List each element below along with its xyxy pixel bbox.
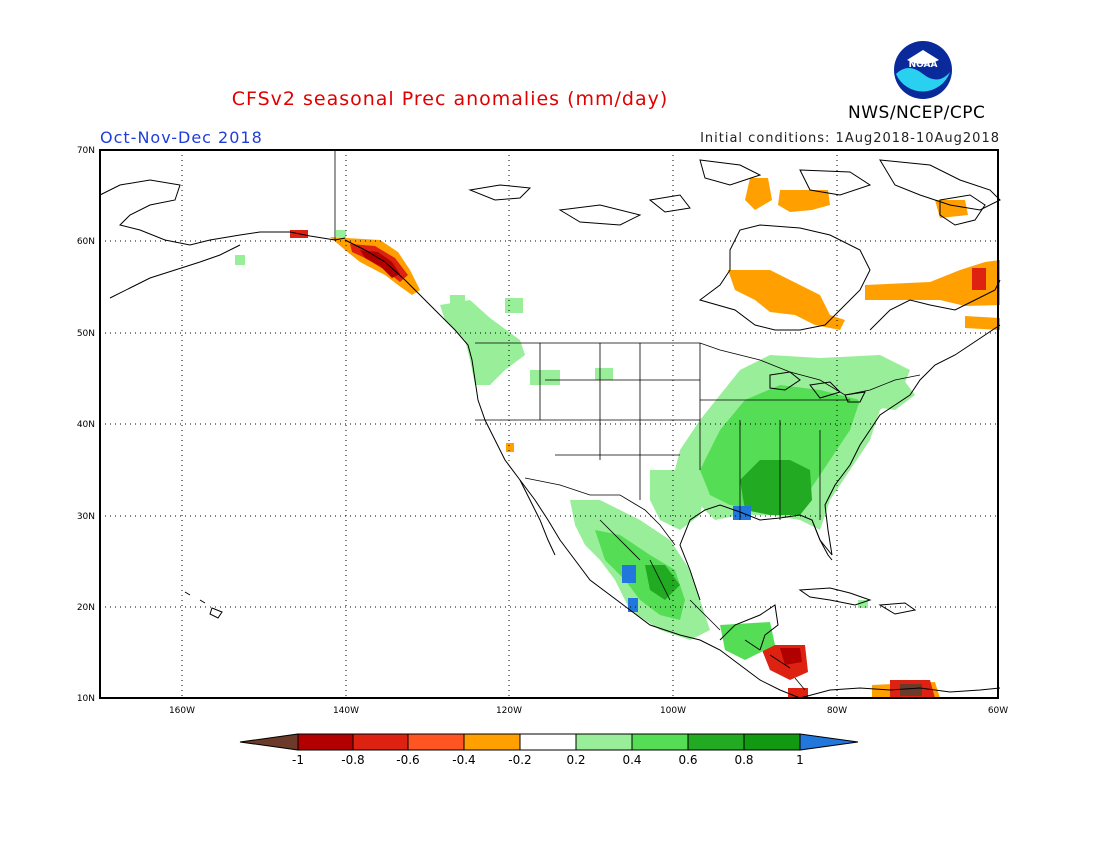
colorbar-bin <box>519 733 577 751</box>
lat-tick-label: 60N <box>77 237 95 247</box>
colorbar-label: 1 <box>796 753 804 767</box>
negative-patch-west <box>506 443 514 452</box>
cuba <box>798 587 872 606</box>
lat-tick-labels: 70N 60N 50N 40N 30N 20N 10N <box>77 146 95 704</box>
colorbar-bin <box>352 733 409 751</box>
colorbar-label: -1 <box>292 753 304 767</box>
season-label: Oct-Nov-Dec 2018 <box>100 128 263 147</box>
labrador-coast <box>869 279 1001 331</box>
negative-patch-honduras-dark <box>780 648 802 665</box>
atlantic-coast <box>824 324 1001 556</box>
yucatan-coast <box>719 604 779 651</box>
positive-patch-yukon <box>450 295 465 305</box>
hawaii <box>184 591 223 619</box>
lon-tick-label: 80W <box>827 706 847 716</box>
map-title-text: CFSv2 seasonal Prec anomalies (mm/day) <box>231 88 669 110</box>
pacific-coast <box>344 239 801 699</box>
colorbar-label: 0.4 <box>622 753 641 767</box>
canada-us-border <box>475 342 921 396</box>
coastlines <box>99 159 1001 699</box>
noaa-logo-icon: NOAA <box>894 41 952 99</box>
lon-tick-label: 60W <box>988 706 1008 716</box>
south-america-coast <box>799 687 1001 699</box>
negative-patch-venezuela-brown <box>900 684 922 696</box>
negative-patch-alaska-dark <box>360 250 400 278</box>
colorbar-label: -0.6 <box>396 753 419 767</box>
arctic-islands <box>468 159 1001 226</box>
positive-patch-yucatan <box>720 622 775 660</box>
lon-tick-labels: 160W 140W 120W 100W 80W 60W <box>169 706 1008 716</box>
colorbar-label: -0.8 <box>341 753 364 767</box>
lon-tick-label: 100W <box>660 706 686 716</box>
lat-tick-label: 50N <box>77 329 95 339</box>
positive-patch-caribbean <box>858 600 868 608</box>
lat-tick-label: 30N <box>77 512 95 522</box>
initial-conditions-label: Initial conditions: 1Aug2018-10Aug2018 <box>700 131 1000 146</box>
negative-patch-hudson <box>728 270 845 330</box>
colorbar-bin <box>687 733 745 751</box>
colorbar-high-arrow <box>799 733 859 751</box>
positive-patch-mexico-blue <box>622 565 636 583</box>
positive-patch-pacific-nw <box>440 300 525 385</box>
positive-patch-texas <box>650 470 705 530</box>
lat-tick-label: 40N <box>77 420 95 430</box>
negative-patch-labrador <box>865 260 1000 306</box>
negative-patch-labrador-red <box>972 268 986 290</box>
us-mexico-border <box>524 477 676 546</box>
lat-tick-label: 20N <box>77 603 95 613</box>
colorbar-label: -0.2 <box>508 753 531 767</box>
positive-patch-mexico-dark <box>645 565 680 600</box>
hispaniola <box>878 602 917 615</box>
negative-patch-baffin-2 <box>778 190 830 212</box>
negative-patch-greenland <box>935 200 968 218</box>
colorbar-label: 0.6 <box>678 753 697 767</box>
positive-patch-bc <box>505 298 523 313</box>
positive-patch-southeast <box>740 460 812 515</box>
colorbar-bin <box>407 733 465 751</box>
negative-patch-baffin <box>745 178 772 210</box>
us-state-lines <box>475 343 850 520</box>
lat-tick-label: 70N <box>77 146 95 156</box>
lon-tick-label: 140W <box>333 706 359 716</box>
colorbar: -1 -0.8 -0.6 -0.4 -0.2 0.2 0.4 0.6 0.8 1 <box>239 733 859 767</box>
map-frame <box>99 149 999 699</box>
map-title: CFSv2 seasonal Prec anomalies (mm/day) <box>0 88 1100 110</box>
lat-tick-label: 10N <box>77 694 95 704</box>
colorbar-bin <box>575 733 633 751</box>
alaska-coast <box>99 179 346 246</box>
positive-patch-alaska-green <box>336 230 346 238</box>
lon-tick-label: 160W <box>169 706 195 716</box>
anomaly-patches <box>235 178 1000 698</box>
baja-california <box>519 479 556 556</box>
positive-patch-aleutian <box>235 255 245 265</box>
colorbar-bin <box>743 733 801 751</box>
mexico-state-lines <box>599 519 721 631</box>
agency-label: NWS/NCEP/CPC <box>848 103 986 123</box>
central-america-borders <box>744 639 806 691</box>
colorbar-bin <box>463 733 521 751</box>
political-borders <box>334 150 921 691</box>
colorbar-label: 0.2 <box>566 753 585 767</box>
hudson-bay <box>698 224 871 331</box>
positive-patch-ne <box>850 375 915 410</box>
positive-patch-nd <box>595 368 613 380</box>
positive-patch-mexico-blue-2 <box>628 598 638 612</box>
colorbar-low-arrow <box>239 733 299 751</box>
colorbar-bin <box>297 733 354 751</box>
lon-tick-label: 120W <box>496 706 522 716</box>
positive-patch-montana <box>530 370 560 385</box>
alaska-peninsula <box>109 244 241 299</box>
negative-patch-newfoundland <box>965 316 1000 330</box>
greenland-coast <box>939 194 986 226</box>
gulf-coast <box>679 504 833 601</box>
logo-text: NOAA <box>909 60 938 70</box>
colorbar-label: 0.8 <box>734 753 753 767</box>
florida <box>811 519 833 561</box>
colorbar-label: -0.4 <box>452 753 475 767</box>
colorbar-bin <box>631 733 689 751</box>
negative-patch-alaska-orange <box>330 237 420 295</box>
